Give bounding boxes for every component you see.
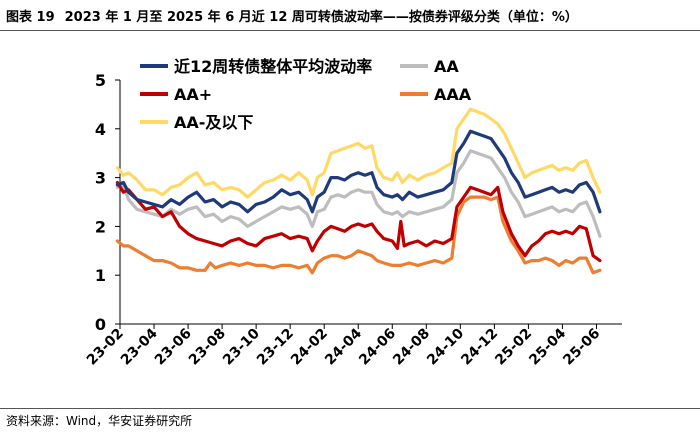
chart-axes: 01234523-0223-0423-0623-0823-1023-1224-0… [84,71,622,368]
figure-title-bar: 图表 19 2023 年 1 月至 2025 年 6 月近 12 周可转债波动率… [0,0,700,30]
source-divider [0,408,700,409]
x-tick-label: 23-12 [254,326,297,369]
legend-label: AA+ [174,85,212,104]
x-tick-label: 23-04 [118,325,161,368]
chart-series-lines [115,107,602,275]
x-tick-label: 24-12 [458,326,501,369]
x-tick-label: 25-02 [492,326,535,369]
series-line-1 [115,149,602,238]
legend-label: AAA [434,85,472,104]
series-line-4 [115,107,602,199]
y-tick-label: 2 [95,217,106,236]
x-tick-label: 24-06 [356,326,399,369]
legend-label: 近12周转债整体平均波动率 [174,57,372,76]
legend-label: AA [434,57,459,76]
x-tick-label: 24-02 [288,326,331,369]
x-tick-label: 25-04 [526,325,569,368]
figure-label: 图表 19 [6,9,55,25]
series-line-2 [115,180,602,263]
y-tick-label: 4 [95,120,106,139]
y-tick-label: 0 [95,315,106,334]
x-tick-label: 23-06 [152,326,195,369]
y-tick-label: 5 [95,71,106,90]
x-tick-label: 25-06 [560,326,603,369]
x-tick-label: 24-04 [322,325,365,368]
figure-source: 资料来源：Wind，华安证券研究所 [6,414,193,428]
chart-legend: 近12周转债整体平均波动率 AA AA+ AAA AA-及以下 [140,57,472,132]
x-tick-label: 24-10 [424,325,467,368]
x-tick-label: 23-08 [186,326,229,369]
title-divider [0,30,700,31]
series-line-3 [115,195,602,275]
x-tick-label: 24-08 [390,326,433,369]
y-tick-label: 1 [95,266,106,285]
volatility-line-chart: 01234523-0223-0423-0623-0823-1023-1224-0… [84,57,622,368]
y-tick-label: 3 [95,169,106,188]
series-line-0 [115,129,602,214]
legend-label: AA-及以下 [174,113,253,132]
x-tick-label: 23-10 [220,325,263,368]
figure-title: 2023 年 1 月至 2025 年 6 月近 12 周可转债波动率——按债券评… [64,9,578,25]
